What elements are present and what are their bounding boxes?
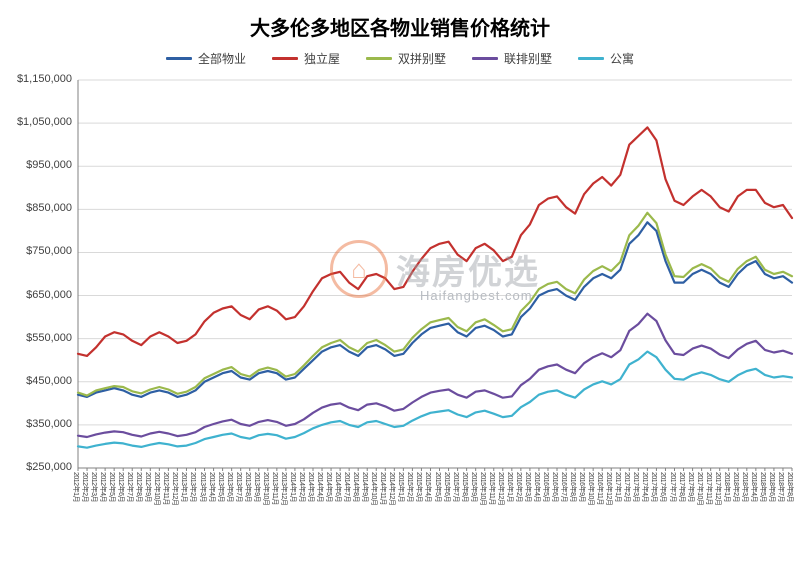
y-axis-label: $550,000 [0, 332, 72, 344]
x-axis-label: 2017年6月 [658, 472, 668, 502]
y-axis-label: $450,000 [0, 375, 72, 387]
y-axis-label: $1,150,000 [0, 73, 72, 85]
x-axis-label: 2017年7月 [668, 472, 678, 502]
y-axis-label: $950,000 [0, 159, 72, 171]
y-axis-label: $1,050,000 [0, 116, 72, 128]
x-axis-label: 2013年2月 [188, 472, 198, 502]
x-axis-label: 2015年4月 [423, 472, 433, 502]
watermark-sub: Haifangbest.com [420, 288, 533, 303]
y-axis-label: $750,000 [0, 245, 72, 257]
chart-container: 大多伦多地区各物业销售价格统计 全部物业独立屋双拼别墅联排别墅公寓 ⌂ 海房优选… [0, 0, 800, 562]
x-axis-label: 2018年8月 [785, 472, 795, 502]
y-axis-label: $350,000 [0, 418, 72, 430]
y-axis-label: $650,000 [0, 289, 72, 301]
y-axis-label: $250,000 [0, 461, 72, 473]
y-axis-label: $850,000 [0, 202, 72, 214]
